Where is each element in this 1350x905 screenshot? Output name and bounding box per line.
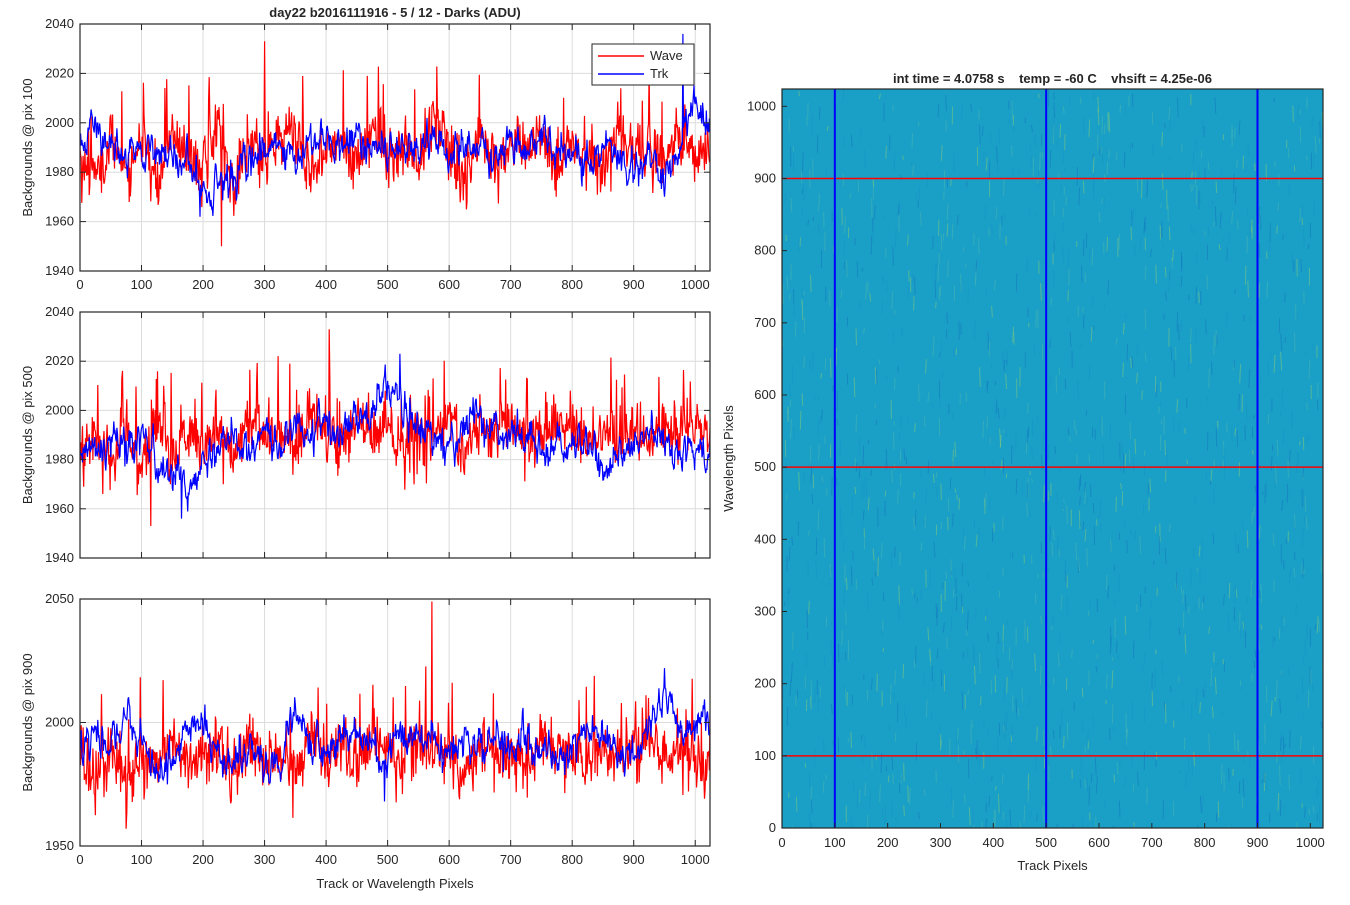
- line-panel-2: 1940 1960 1980 2000 2020 2040 Backgrounds @ pi…: [20, 304, 710, 565]
- x-tick-label: 500: [1035, 835, 1057, 850]
- x-tick-label: 700: [500, 852, 522, 867]
- x-tick-label: 200: [877, 835, 899, 850]
- x-tick-label: 800: [1194, 835, 1216, 850]
- y-tick-label: 2040: [45, 16, 74, 31]
- y-tick-label: 1980: [45, 164, 74, 179]
- x-tick-label: 900: [623, 277, 645, 292]
- x-tick-label: 800: [561, 277, 583, 292]
- x-tick-label: 200: [192, 852, 214, 867]
- x-tick-label: 300: [254, 852, 276, 867]
- y-tick-label: 2040: [45, 304, 74, 319]
- legend-label-trk: Trk: [650, 66, 669, 81]
- y-tick-label: 2000: [45, 115, 74, 130]
- y-tick-label: 2000: [45, 402, 74, 417]
- x-tick-label: 100: [824, 835, 846, 850]
- x-tick-label: 900: [1247, 835, 1269, 850]
- x-tick-label: 300: [930, 835, 952, 850]
- y-tick-label: 400: [754, 531, 776, 546]
- y-tick-label: 300: [754, 603, 776, 618]
- x-tick-label: 800: [561, 852, 583, 867]
- x-tick-label: 600: [438, 277, 460, 292]
- y-tick-label: 800: [754, 243, 776, 258]
- x-tick-label: 300: [254, 277, 276, 292]
- y-tick-label: 1960: [45, 501, 74, 516]
- x-tick-label: 400: [315, 852, 337, 867]
- x-tick-label: 700: [500, 277, 522, 292]
- x-tick-label: 400: [982, 835, 1004, 850]
- y-tick-label: 500: [754, 459, 776, 474]
- x-tick-label: 0: [76, 852, 83, 867]
- y-tick-label: 600: [754, 387, 776, 402]
- y-tick-label: 2020: [45, 353, 74, 368]
- y-tick-label: 1980: [45, 452, 74, 467]
- x-tick-label: 400: [315, 277, 337, 292]
- x-tick-label: 600: [1088, 835, 1110, 850]
- x-axis-label: Track or Wavelength Pixels: [316, 876, 474, 891]
- y-axis-label: Backgrounds @ pix 100: [20, 78, 35, 216]
- x-tick-label: 1000: [1296, 835, 1325, 850]
- line-panel-3: 0 100 200 300 400 500 600 700 800 900 1000 1950 2000…: [20, 591, 710, 891]
- y-axis-label: Backgrounds @ pix 500: [20, 366, 35, 504]
- legend: Wave Trk: [592, 44, 694, 85]
- x-axis-label: Track Pixels: [1017, 858, 1088, 873]
- chart-title: int time = 4.0758 s temp = -60 C vhsift …: [893, 71, 1212, 86]
- y-tick-label: 2050: [45, 591, 74, 606]
- x-tick-label: 500: [377, 852, 399, 867]
- y-tick-label: 1940: [45, 550, 74, 565]
- x-tick-label: 0: [76, 277, 83, 292]
- x-tick-label: 0: [778, 835, 785, 850]
- x-tick-label: 200: [192, 277, 214, 292]
- y-tick-label: 1000: [747, 98, 776, 113]
- x-tick-label: 900: [623, 852, 645, 867]
- y-tick-label: 700: [754, 315, 776, 330]
- chart-title: day22 b2016111916 - 5 / 12 - Darks (ADU): [269, 5, 520, 20]
- y-tick-label: 1940: [45, 263, 74, 278]
- heatmap-panel: 0 100 200 300 400 500 600 700 800 900 1000 0 100 200 3…: [721, 71, 1325, 873]
- x-tick-label: 1000: [681, 852, 710, 867]
- y-axis-label: Backgrounds @ pix 900: [20, 653, 35, 791]
- y-tick-label: 900: [754, 170, 776, 185]
- x-tick-label: 500: [377, 277, 399, 292]
- y-tick-label: 2020: [45, 65, 74, 80]
- x-tick-label: 100: [131, 852, 153, 867]
- y-tick-label: 2000: [45, 715, 74, 730]
- x-tick-label: 100: [131, 277, 153, 292]
- y-tick-label: 1950: [45, 838, 74, 853]
- y-tick-label: 100: [754, 748, 776, 763]
- line-panel-1: 0 100 200 300 400 500 600 700 800 900 1000 1940 1960…: [20, 5, 710, 292]
- y-axis-label: Wavelength Pixels: [721, 405, 736, 512]
- y-tick-label: 0: [769, 820, 776, 835]
- x-tick-label: 1000: [681, 277, 710, 292]
- y-tick-label: 200: [754, 676, 776, 691]
- x-tick-label: 700: [1141, 835, 1163, 850]
- x-tick-label: 600: [438, 852, 460, 867]
- y-tick-label: 1960: [45, 214, 74, 229]
- legend-label-wave: Wave: [650, 48, 683, 63]
